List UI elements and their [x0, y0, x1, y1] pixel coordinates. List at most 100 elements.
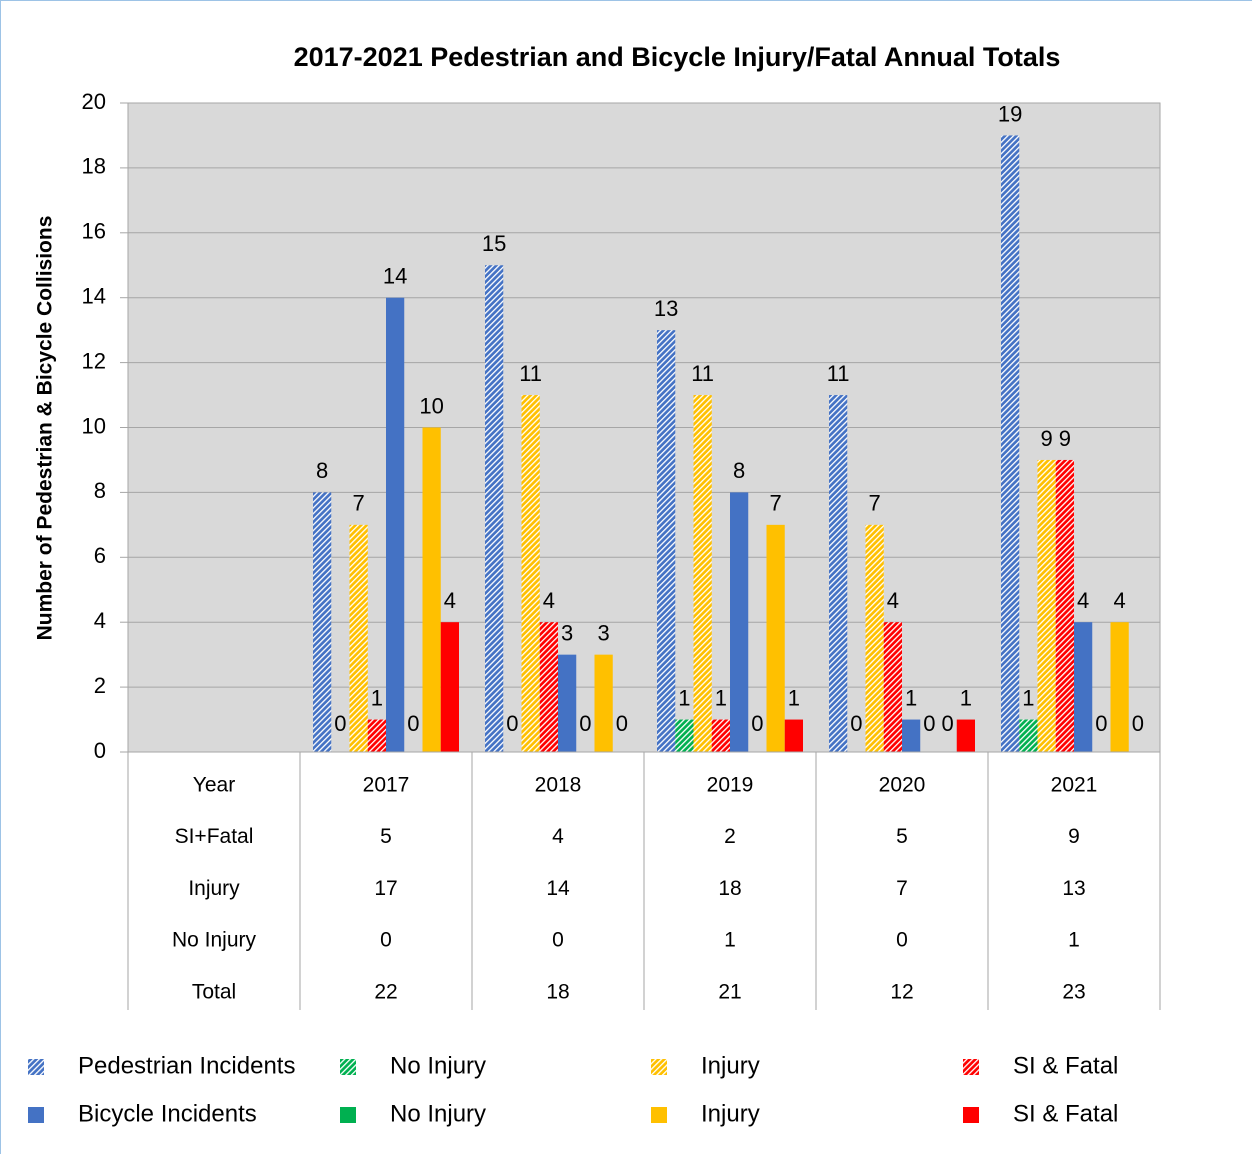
bar — [1019, 719, 1038, 752]
bar — [711, 719, 730, 752]
bar — [1055, 459, 1074, 752]
table-cell: 17 — [374, 877, 397, 900]
legend-label: Injury — [701, 1100, 760, 1127]
bar — [1074, 622, 1093, 752]
legend-swatch — [963, 1107, 979, 1123]
bar — [539, 622, 558, 752]
table-cell: 14 — [546, 877, 570, 900]
bar — [1001, 135, 1020, 752]
table-row-label: Total — [192, 980, 236, 1003]
legend-label: No Injury — [390, 1052, 486, 1079]
y-tick-label: 6 — [94, 543, 106, 568]
data-label: 4 — [1114, 588, 1126, 613]
bar — [1110, 622, 1129, 752]
data-label: 0 — [407, 711, 419, 736]
bar — [594, 654, 613, 752]
data-label: 9 — [1059, 426, 1071, 451]
table-row-label: SI+Fatal — [175, 825, 254, 848]
table-cell: 18 — [718, 877, 741, 900]
bar — [485, 265, 504, 752]
table-cell: 0 — [896, 929, 908, 952]
data-label: 1 — [678, 685, 690, 710]
legend-label: Injury — [701, 1052, 760, 1079]
legend-swatch — [651, 1059, 667, 1075]
table-cell: 0 — [380, 929, 392, 952]
data-label: 7 — [869, 491, 881, 516]
y-tick-label: 10 — [82, 413, 106, 438]
data-label: 0 — [579, 711, 591, 736]
table-cell: 12 — [890, 980, 913, 1003]
data-label: 7 — [353, 491, 365, 516]
bar — [829, 395, 848, 752]
bar — [784, 719, 803, 752]
data-label: 4 — [444, 588, 456, 613]
data-label: 8 — [316, 458, 328, 483]
bar — [865, 524, 884, 752]
legend-label: SI & Fatal — [1013, 1052, 1118, 1079]
bar — [367, 719, 386, 752]
table-cell: 1 — [1068, 929, 1080, 952]
legend-label: Bicycle Incidents — [78, 1100, 257, 1127]
data-label: 10 — [419, 393, 443, 418]
data-label: 0 — [616, 711, 628, 736]
legend-swatch — [651, 1107, 667, 1123]
data-label: 19 — [998, 101, 1022, 126]
y-tick-label: 8 — [94, 478, 106, 503]
bar — [657, 330, 676, 752]
data-label: 1 — [905, 685, 917, 710]
legend-swatch — [340, 1059, 356, 1075]
bar — [766, 524, 785, 752]
data-label: 0 — [506, 711, 518, 736]
data-label: 7 — [770, 491, 782, 516]
table-cell: 13 — [1062, 877, 1085, 900]
bar — [956, 719, 975, 752]
data-label: 8 — [733, 458, 745, 483]
data-label: 11 — [519, 361, 542, 386]
table-cell: 2 — [724, 825, 736, 848]
table-row-label: No Injury — [172, 929, 257, 952]
bar — [883, 622, 902, 752]
y-tick-label: 16 — [82, 219, 106, 244]
bar — [422, 427, 441, 752]
data-label: 0 — [1132, 711, 1144, 736]
table-cell: 5 — [380, 825, 392, 848]
data-label: 11 — [691, 361, 714, 386]
data-label: 3 — [598, 620, 610, 645]
table-cell: 22 — [374, 980, 397, 1003]
y-tick-label: 0 — [94, 738, 106, 763]
y-tick-label: 20 — [82, 89, 106, 114]
bar — [386, 297, 405, 752]
y-tick-label: 12 — [82, 348, 106, 373]
bar — [558, 654, 577, 752]
table-cell: 7 — [896, 877, 908, 900]
bar — [1037, 459, 1056, 752]
bar — [313, 492, 332, 752]
data-label: 0 — [850, 711, 862, 736]
y-tick-label: 18 — [82, 154, 106, 179]
table-cell: 18 — [546, 980, 569, 1003]
data-label: 0 — [751, 711, 763, 736]
bar — [902, 719, 921, 752]
table-cell: 0 — [552, 929, 564, 952]
y-tick-label: 4 — [94, 608, 106, 633]
chart-title: 2017-2021 Pedestrian and Bicycle Injury/… — [294, 42, 1061, 72]
legend-swatch — [963, 1059, 979, 1075]
data-label: 1 — [371, 685, 383, 710]
data-label: 13 — [654, 296, 678, 321]
data-label: 11 — [827, 361, 850, 386]
bar — [730, 492, 749, 752]
data-label: 0 — [942, 711, 954, 736]
x-tick-label: 2017 — [363, 774, 410, 797]
table-cell: 4 — [552, 825, 564, 848]
data-label: 4 — [543, 588, 555, 613]
table-cell: 1 — [724, 929, 736, 952]
data-label: 1 — [788, 685, 800, 710]
table-cell: 21 — [718, 980, 741, 1003]
data-label: 1 — [1022, 685, 1034, 710]
legend-swatch — [340, 1107, 356, 1123]
bar — [675, 719, 694, 752]
table-cell: 5 — [896, 825, 908, 848]
data-label: 14 — [383, 264, 407, 289]
data-label: 3 — [561, 620, 573, 645]
